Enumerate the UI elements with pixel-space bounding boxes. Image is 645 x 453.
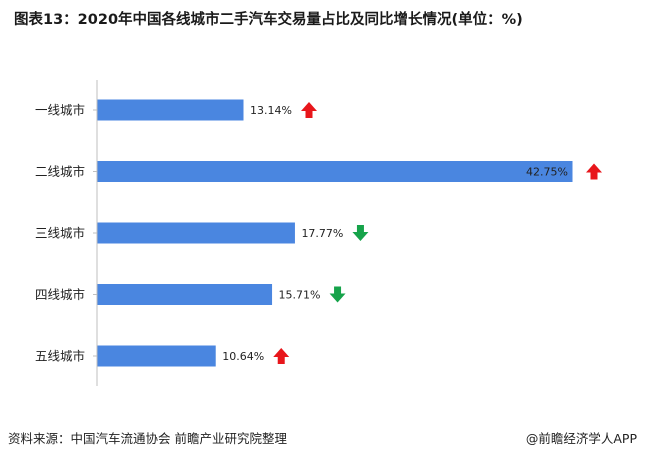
arrow-up-icon (301, 102, 317, 118)
chart-title: 图表13：2020年中国各线城市二手汽车交易量占比及同比增长情况(单位：%) (14, 12, 523, 28)
arrow-down-icon (352, 225, 369, 241)
category-label: 一线城市 (35, 103, 85, 118)
bar (97, 161, 573, 182)
category-label: 五线城市 (35, 349, 85, 364)
category-label: 三线城市 (35, 226, 85, 241)
category-label: 四线城市 (35, 287, 85, 302)
source-note: 资料来源：中国汽车流通协会 前瞻产业研究院整理 (8, 431, 287, 446)
bar (97, 284, 273, 305)
category-label: 二线城市 (35, 164, 85, 179)
value-label: 10.64% (222, 350, 264, 363)
arrow-down-icon (329, 286, 346, 303)
bar (97, 345, 216, 367)
value-label: 13.14% (250, 104, 292, 117)
bars-group: 一线城市 13.14% 二线城市 42.75% 三线城市 17.77% 四线城市 15.71%… (35, 99, 602, 367)
arrow-up-icon (273, 348, 290, 364)
credit-note: @前瞻经济学人APP (525, 431, 637, 446)
bar (97, 222, 295, 244)
arrow-up-icon (586, 163, 602, 180)
value-label: 42.75% (526, 166, 568, 179)
value-label: 15.71% (279, 289, 321, 302)
bar (97, 99, 244, 121)
value-label: 17.77% (301, 227, 343, 240)
